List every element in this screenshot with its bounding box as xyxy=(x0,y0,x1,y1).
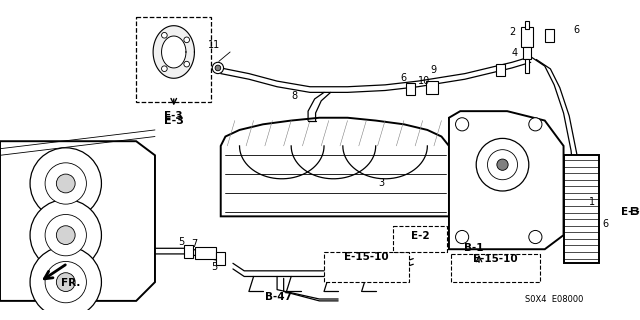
Text: 6: 6 xyxy=(400,73,406,83)
Text: E-3: E-3 xyxy=(164,116,184,126)
FancyBboxPatch shape xyxy=(392,226,447,252)
Circle shape xyxy=(488,150,518,180)
Text: 2: 2 xyxy=(509,27,515,37)
Text: 4: 4 xyxy=(511,48,518,58)
Text: 1: 1 xyxy=(589,197,595,207)
Bar xyxy=(525,21,529,28)
Circle shape xyxy=(30,148,101,219)
Text: 5: 5 xyxy=(178,237,184,247)
Text: 9: 9 xyxy=(431,65,437,75)
Bar xyxy=(496,64,506,76)
Text: S0X4  E08000: S0X4 E08000 xyxy=(525,294,583,303)
Polygon shape xyxy=(449,111,564,249)
Text: E-3: E-3 xyxy=(621,207,639,217)
Text: 3: 3 xyxy=(378,179,385,188)
Text: 7: 7 xyxy=(191,239,198,249)
Text: E-3: E-3 xyxy=(164,111,183,121)
Circle shape xyxy=(476,138,529,191)
Polygon shape xyxy=(161,36,186,68)
FancyBboxPatch shape xyxy=(451,254,540,282)
Bar xyxy=(564,155,599,263)
Bar xyxy=(525,59,529,73)
Bar xyxy=(195,247,216,259)
Text: 11: 11 xyxy=(208,40,220,51)
Circle shape xyxy=(30,246,101,318)
Text: 6: 6 xyxy=(603,219,609,229)
Text: E-3: E-3 xyxy=(629,207,640,217)
Text: 5: 5 xyxy=(211,262,217,272)
Polygon shape xyxy=(153,26,195,78)
Bar xyxy=(406,83,415,95)
Circle shape xyxy=(497,159,508,170)
Text: FR.: FR. xyxy=(61,278,80,288)
Circle shape xyxy=(456,118,468,131)
Text: E-15-10: E-15-10 xyxy=(473,254,517,264)
Circle shape xyxy=(184,61,189,67)
FancyBboxPatch shape xyxy=(136,17,211,102)
Circle shape xyxy=(161,66,167,72)
Circle shape xyxy=(456,230,468,244)
Bar xyxy=(615,221,625,234)
Bar xyxy=(545,28,554,42)
FancyBboxPatch shape xyxy=(324,252,408,282)
Circle shape xyxy=(212,62,223,74)
Bar xyxy=(216,252,225,265)
Text: 10: 10 xyxy=(419,76,431,86)
Text: E-2: E-2 xyxy=(410,231,429,241)
Bar xyxy=(426,81,438,94)
Circle shape xyxy=(30,199,101,271)
Bar xyxy=(522,27,532,47)
Circle shape xyxy=(529,118,542,131)
Text: E-15-10: E-15-10 xyxy=(344,252,388,262)
Bar xyxy=(184,244,193,258)
Text: 8: 8 xyxy=(292,91,298,101)
Circle shape xyxy=(45,163,86,204)
Circle shape xyxy=(56,273,75,292)
Text: B-47: B-47 xyxy=(264,292,292,302)
Circle shape xyxy=(529,230,542,244)
Circle shape xyxy=(184,37,189,43)
Circle shape xyxy=(215,65,221,71)
Text: 6: 6 xyxy=(573,25,580,36)
Circle shape xyxy=(56,226,75,244)
Polygon shape xyxy=(221,118,449,216)
Circle shape xyxy=(56,174,75,193)
Circle shape xyxy=(45,214,86,256)
Bar xyxy=(523,47,531,59)
Circle shape xyxy=(161,32,167,38)
Polygon shape xyxy=(0,141,155,301)
Text: B-1: B-1 xyxy=(463,243,483,253)
Circle shape xyxy=(45,261,86,303)
